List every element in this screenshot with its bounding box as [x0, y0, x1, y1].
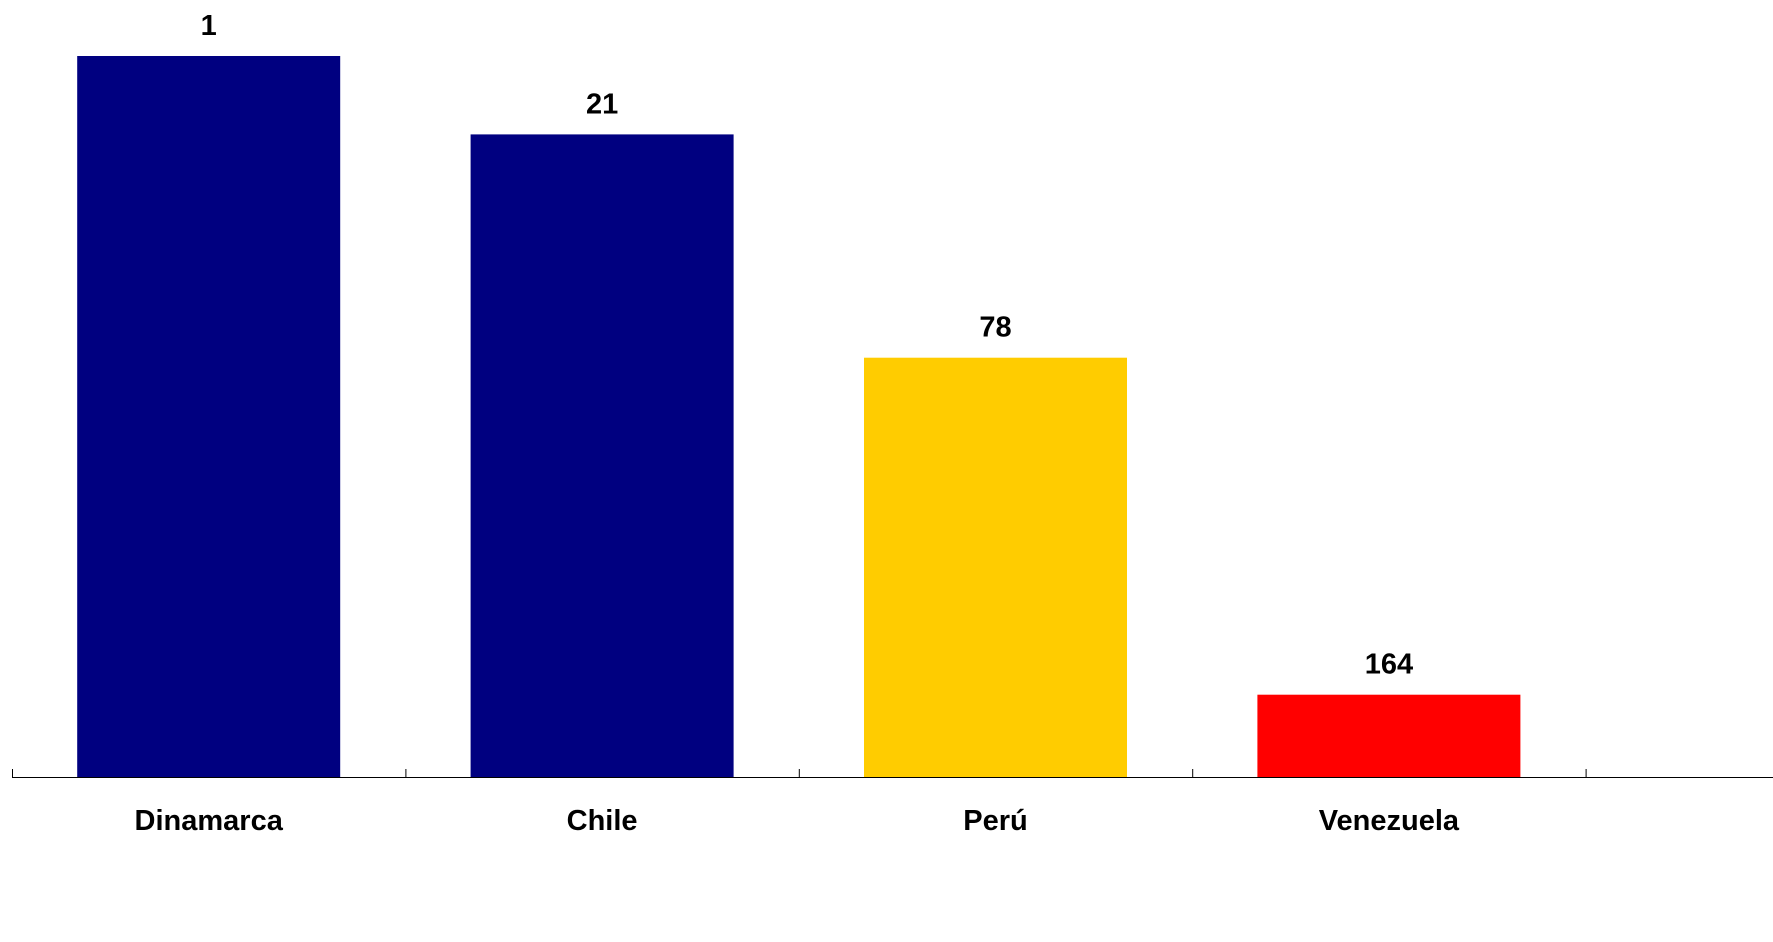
- data-label-peru: 78: [979, 312, 1011, 344]
- bar-venezuela: [1257, 694, 1521, 777]
- bars-layer: [77, 56, 1521, 777]
- x-axis: [12, 769, 1773, 778]
- x-tick-label-peru: Perú: [963, 805, 1027, 837]
- x-tick-label-venezuela: Venezuela: [1319, 805, 1460, 837]
- x-tick-labels-layer: Dinamarca Chile Perú Venezuela: [135, 805, 1460, 837]
- data-label-chile: 21: [586, 88, 618, 120]
- data-label-dinamarca: 1: [201, 10, 217, 42]
- data-label-venezuela: 164: [1365, 649, 1413, 681]
- bar-chile: [470, 134, 734, 777]
- bar-dinamarca: [77, 56, 341, 777]
- x-tick-label-chile: Chile: [567, 805, 638, 837]
- data-labels-layer: 1 21 78 164: [201, 10, 1413, 681]
- x-tick-label-dinamarca: Dinamarca: [135, 805, 284, 837]
- bar-peru: [864, 357, 1127, 777]
